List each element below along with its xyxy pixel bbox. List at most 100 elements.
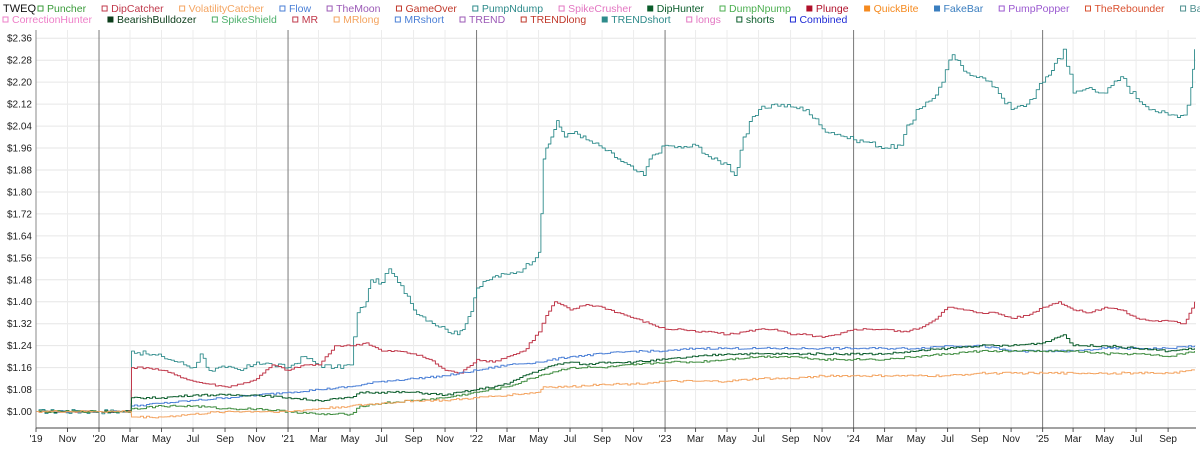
- legend-item: VolatilityCatcher: [179, 3, 265, 15]
- legend-marker: [806, 5, 813, 12]
- x-tick-label: Nov: [625, 434, 643, 445]
- x-tick-label: Mar: [310, 434, 328, 445]
- x-tick-label: Jul: [752, 434, 765, 445]
- legend-label: QuickBite: [874, 3, 919, 15]
- x-tick-label: '25: [1036, 434, 1049, 445]
- legend-marker: [719, 5, 726, 12]
- x-tick-label: '20: [92, 434, 105, 445]
- legend-label: TheRebounder: [1095, 3, 1166, 15]
- legend-item: MRlong: [333, 14, 379, 26]
- legend-label: TREND: [469, 14, 506, 26]
- legend-item: longs: [686, 14, 721, 26]
- chart-title: TWEQ: [3, 3, 36, 15]
- legend-label: FakeBar: [944, 3, 984, 15]
- legend-item: DipHunter: [647, 3, 705, 15]
- legend-marker: [1085, 5, 1091, 12]
- y-tick-label: $2.20: [7, 78, 32, 89]
- legend-marker: [459, 16, 466, 23]
- x-tick-label: '19: [29, 434, 42, 445]
- legend-item: TheRebounder: [1085, 3, 1166, 15]
- y-tick-label: $1.08: [7, 385, 32, 396]
- x-tick-label: Mar: [687, 434, 705, 445]
- legend-marker: [107, 16, 114, 23]
- x-tick-label: '23: [659, 434, 672, 445]
- series-line: [36, 334, 1195, 413]
- legend-item: Combined: [789, 14, 847, 26]
- legend-label: Plunge: [816, 3, 849, 15]
- series-line: [36, 344, 1195, 413]
- legend-marker: [394, 16, 401, 23]
- legend-label: CorrectionHunter: [12, 14, 92, 26]
- legend-item: QuickBite: [864, 3, 919, 15]
- legend-label: PumpNdump: [482, 3, 543, 15]
- legend-marker: [395, 5, 402, 12]
- x-tick-label: Mar: [1064, 434, 1082, 445]
- legend-label: MR: [302, 14, 319, 26]
- legend-label: DipHunter: [657, 3, 705, 15]
- x-tick-label: Jul: [1130, 434, 1143, 445]
- legend-item: DumpNpump: [719, 3, 791, 15]
- legend-marker: [292, 16, 299, 23]
- legend-label: SpikeShield: [221, 14, 277, 26]
- x-tick-label: Mar: [498, 434, 516, 445]
- legend-item: PumpPopper: [998, 3, 1070, 15]
- legend-marker: [934, 5, 941, 12]
- legend-label: MRshort: [404, 14, 444, 26]
- x-tick-label: Nov: [1002, 434, 1020, 445]
- y-tick-label: $1.72: [7, 209, 32, 220]
- legend-marker: [686, 16, 693, 23]
- x-tick-label: Jul: [564, 434, 577, 445]
- legend-marker: [647, 5, 654, 12]
- legend-item: FakeBar: [934, 3, 984, 15]
- legend-label: BearishBulldozer: [117, 14, 197, 26]
- legend-label: GameOver: [405, 3, 457, 15]
- y-axis: $1.00 $1.08 $1.16 $1.24 $1.32 $1.40 $1.48 $1.56…: [7, 30, 37, 428]
- legend-label: VolatilityCatcher: [189, 3, 265, 15]
- y-tick-label: $2.04: [7, 122, 32, 133]
- legend-marker: [179, 5, 186, 12]
- y-tick-label: $1.24: [7, 341, 32, 352]
- legend-marker: [736, 16, 743, 23]
- y-tick-label: $1.40: [7, 297, 32, 308]
- legend-label: Puncher: [47, 3, 87, 15]
- legend-marker: [333, 16, 340, 23]
- legend-label: BargainHunter: [1190, 3, 1200, 15]
- legend-label: TheMoon: [336, 3, 381, 15]
- legend-marker: [326, 5, 333, 12]
- y-tick-label: $1.64: [7, 231, 32, 242]
- legend-label: DipCatcher: [111, 3, 164, 15]
- x-tick-label: Jul: [375, 434, 388, 445]
- legend-item: TheMoon: [326, 3, 381, 15]
- legend-marker: [1180, 5, 1187, 12]
- x-tick-label: '21: [282, 434, 295, 445]
- x-tick-label: '24: [847, 434, 860, 445]
- x-tick-label: May: [529, 434, 548, 445]
- x-tick-label: Nov: [813, 434, 831, 445]
- legend-label: SpikeCrusher: [568, 3, 632, 15]
- y-tick-label: $1.96: [7, 144, 32, 155]
- legend-marker: [472, 5, 479, 12]
- legend-item: shorts: [736, 14, 774, 26]
- y-tick-label: $1.00: [7, 407, 32, 418]
- legend-marker: [37, 5, 44, 12]
- legend-marker: [101, 5, 108, 12]
- legend-item: Plunge: [806, 3, 849, 15]
- y-tick-label: $1.32: [7, 319, 32, 330]
- y-tick-label: $1.48: [7, 275, 32, 286]
- x-tick-label: '22: [470, 434, 483, 445]
- legend-item: PumpNdump: [472, 3, 543, 15]
- x-tick-label: Sep: [593, 434, 611, 445]
- legend-marker: [789, 16, 796, 23]
- x-tick-label: May: [718, 434, 737, 445]
- x-tick-label: Jul: [941, 434, 954, 445]
- legend-item: MR: [292, 14, 319, 26]
- legend-label: TRENDlong: [530, 14, 586, 26]
- legend-item: SpikeShield: [211, 14, 277, 26]
- legend-item: TRENDshort: [601, 14, 671, 26]
- x-tick-label: Sep: [405, 434, 423, 445]
- legend-item: SpikeCrusher: [558, 3, 632, 15]
- legend-label: TRENDshort: [611, 14, 671, 26]
- y-tick-label: $1.56: [7, 253, 32, 264]
